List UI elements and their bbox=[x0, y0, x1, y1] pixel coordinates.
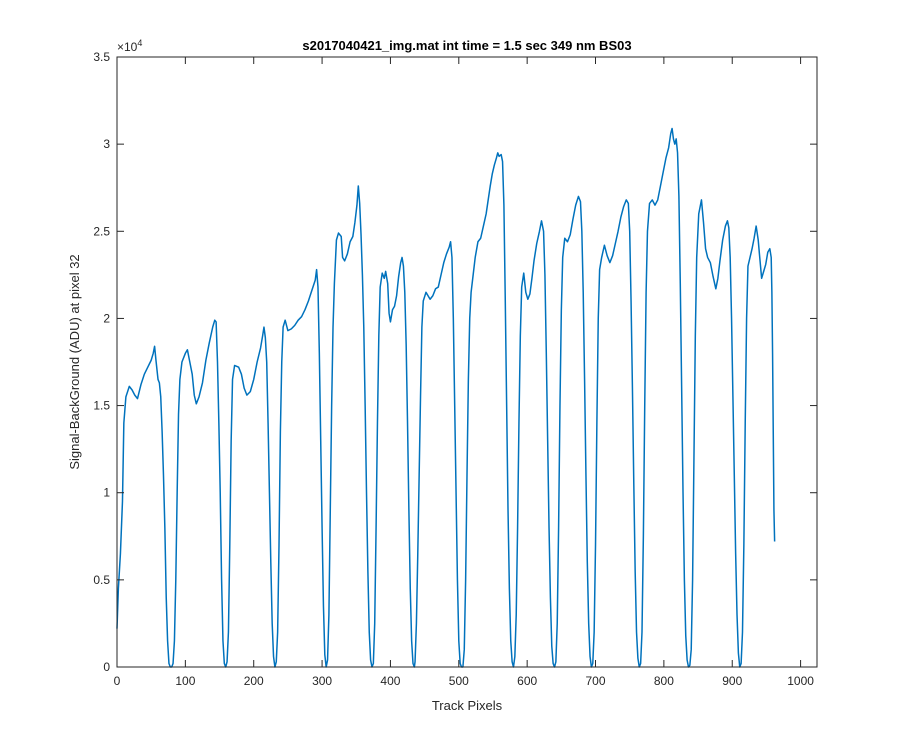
y-tick-label: 0.5 bbox=[93, 573, 110, 587]
x-tick-label: 300 bbox=[312, 674, 332, 688]
x-axis: 0 100 200 300 400 500 600 700 800 900 1000 bbox=[114, 57, 814, 688]
x-tick-label: 0 bbox=[114, 674, 121, 688]
y-exponent-power: 4 bbox=[137, 38, 142, 48]
x-tick-label: 1000 bbox=[787, 674, 814, 688]
plot-area bbox=[117, 57, 817, 667]
axes-box bbox=[116, 56, 818, 668]
series-line-0 bbox=[116, 127, 776, 668]
y-tick-label: 2.5 bbox=[93, 224, 110, 238]
x-tick-label: 600 bbox=[517, 674, 537, 688]
series-layer bbox=[116, 127, 776, 668]
y-tick-label: 3 bbox=[103, 137, 110, 151]
y-tick-label: 1 bbox=[103, 486, 110, 500]
y-axis-label: Signal-BackGround (ADU) at pixel 32 bbox=[67, 254, 82, 469]
y-tick-label: 1.5 bbox=[93, 399, 110, 413]
y-tick-label: 0 bbox=[103, 660, 110, 674]
y-tick-label: 2 bbox=[103, 311, 110, 325]
chart-title: s2017040421_img.mat int time = 1.5 sec 3… bbox=[302, 38, 631, 53]
x-tick-label: 200 bbox=[244, 674, 264, 688]
x-tick-label: 400 bbox=[380, 674, 400, 688]
x-tick-label: 100 bbox=[175, 674, 195, 688]
y-exponent-base: ×10 bbox=[117, 40, 138, 54]
x-tick-label: 700 bbox=[586, 674, 606, 688]
y-axis: 0 0.5 1 1.5 2 2.5 3 3.5 bbox=[93, 50, 817, 674]
x-tick-label: 900 bbox=[722, 674, 742, 688]
y-axis-exponent: ×104 bbox=[117, 38, 142, 54]
x-axis-label: Track Pixels bbox=[432, 698, 503, 713]
x-tick-label: 500 bbox=[449, 674, 469, 688]
x-tick-label: 800 bbox=[654, 674, 674, 688]
y-tick-label: 3.5 bbox=[93, 50, 110, 64]
